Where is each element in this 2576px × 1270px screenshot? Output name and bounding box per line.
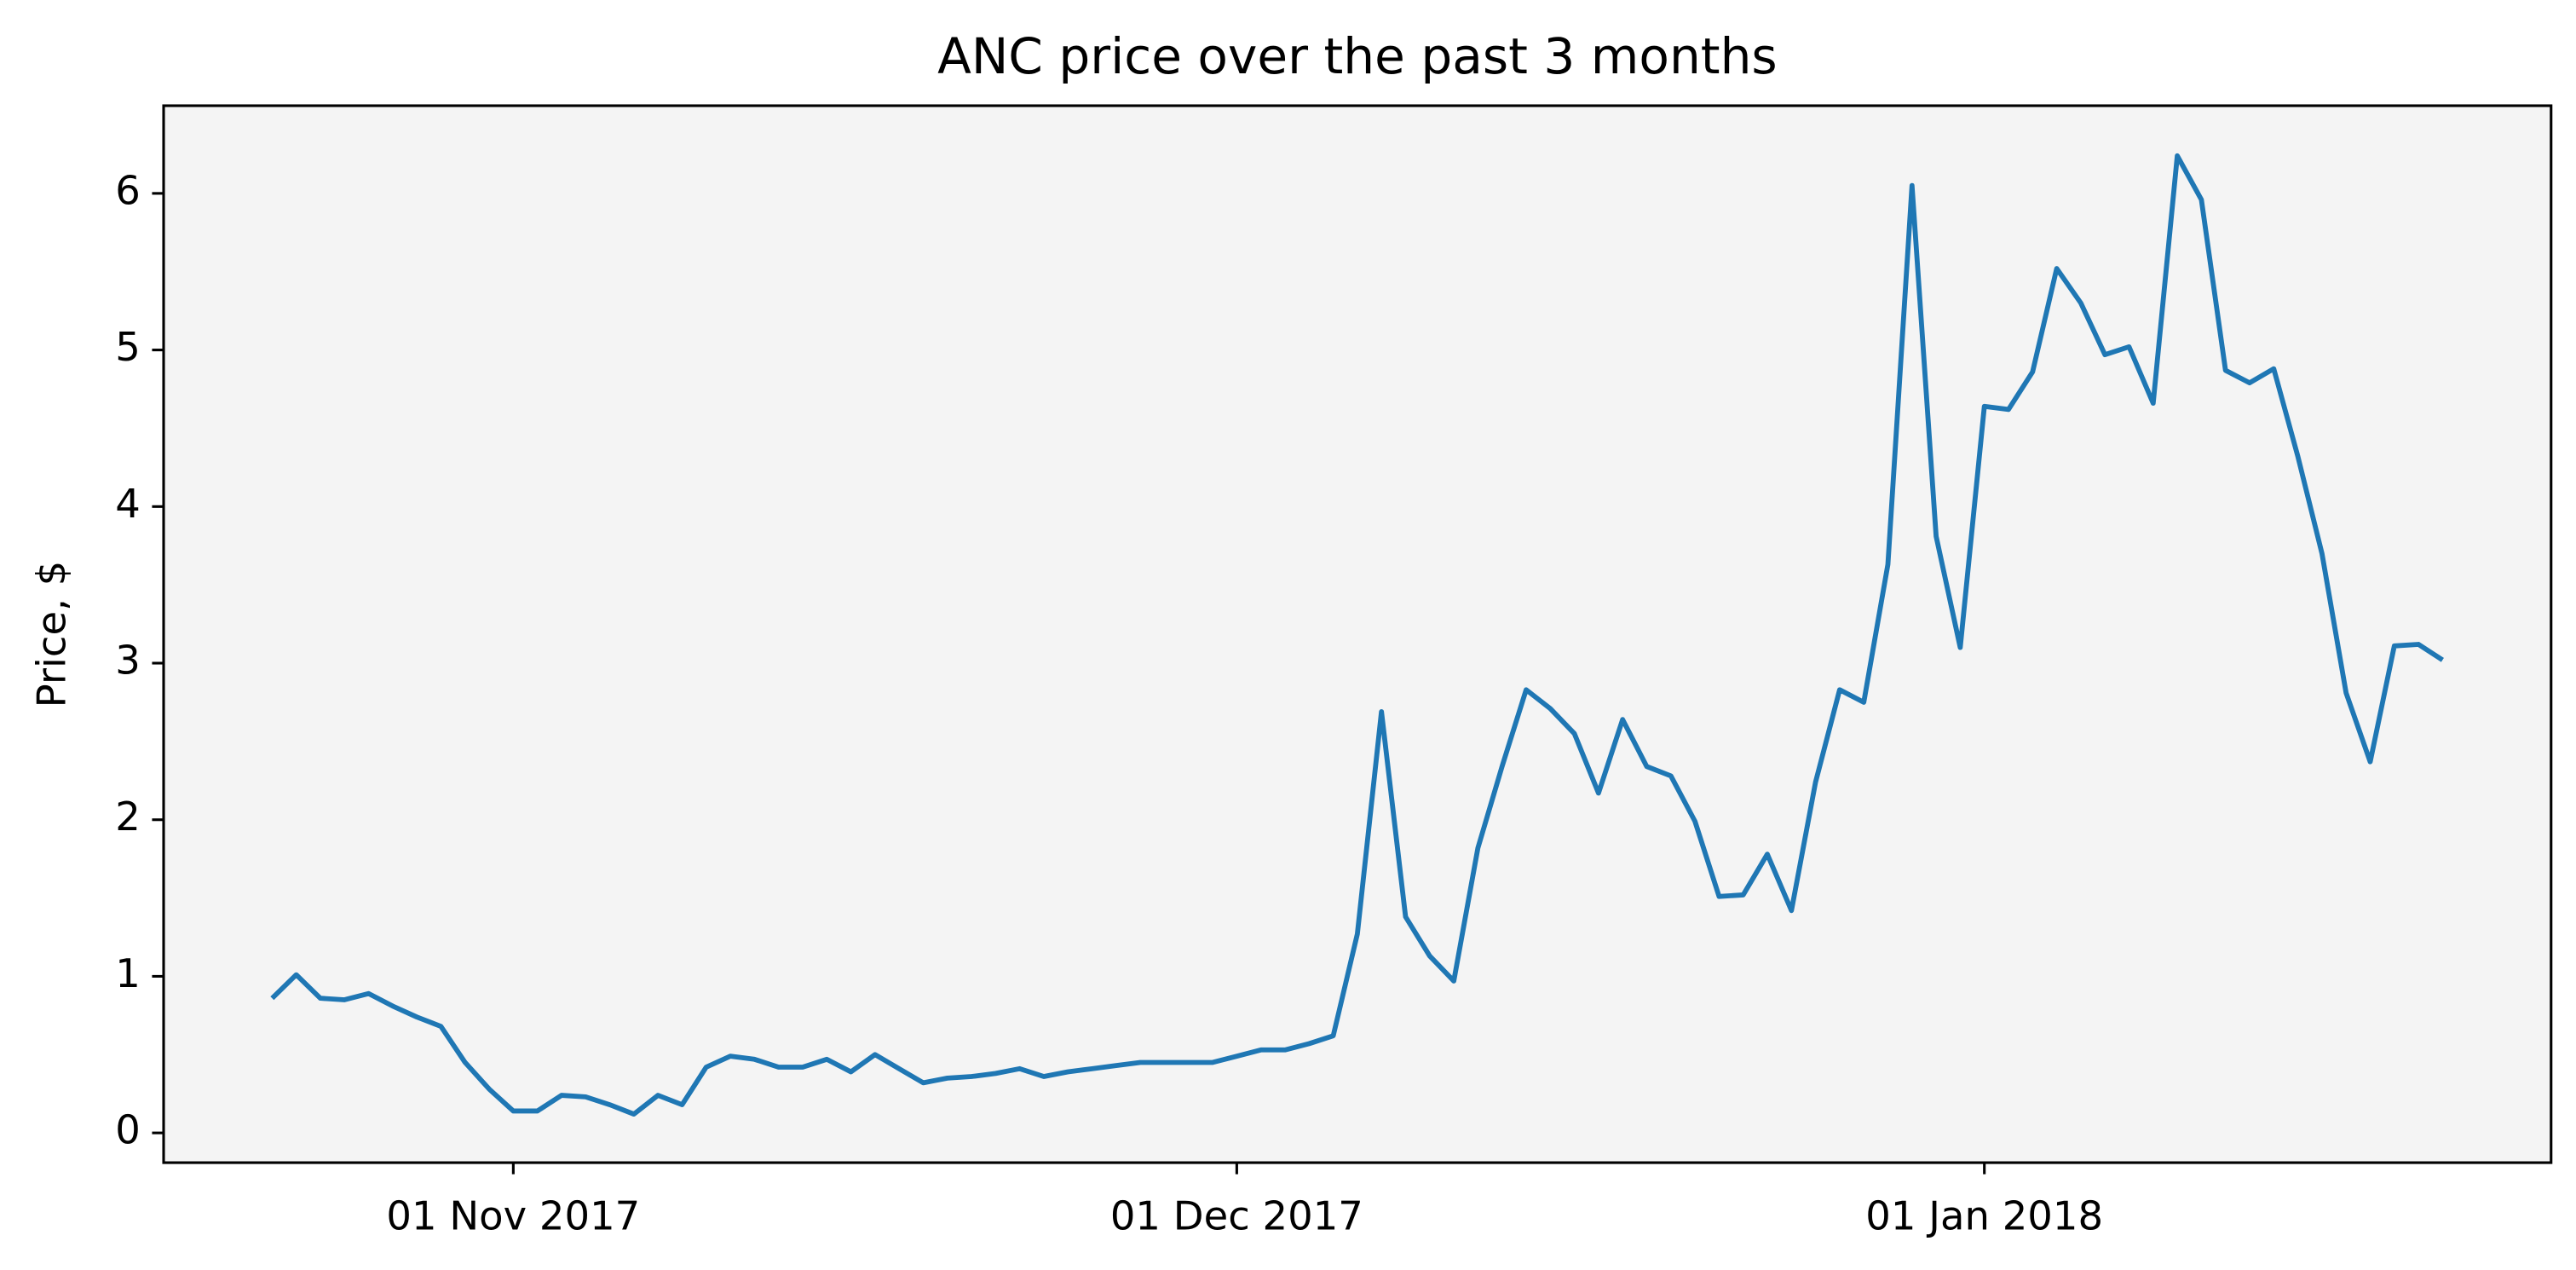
chart-title: ANC price over the past 3 months: [937, 27, 1778, 85]
y-tick-label: 0: [115, 1107, 141, 1153]
y-axis-label: Price, $: [29, 561, 75, 708]
plot-frame: [162, 104, 2553, 1164]
y-tick-label: 6: [115, 167, 141, 213]
price-line: [270, 153, 2444, 1117]
y-tick-label: 4: [115, 481, 141, 527]
x-tick-label: 01 Dec 2017: [1110, 1192, 1363, 1238]
y-tick-label: 1: [115, 950, 141, 996]
y-tick-label: 5: [115, 324, 141, 370]
x-tick-label: 01 Jan 2018: [1865, 1192, 2103, 1238]
y-tick-label: 3: [115, 638, 141, 684]
y-tick-label: 2: [115, 794, 141, 840]
plot-area: [164, 106, 2551, 1163]
x-tick-label: 01 Nov 2017: [386, 1192, 640, 1238]
